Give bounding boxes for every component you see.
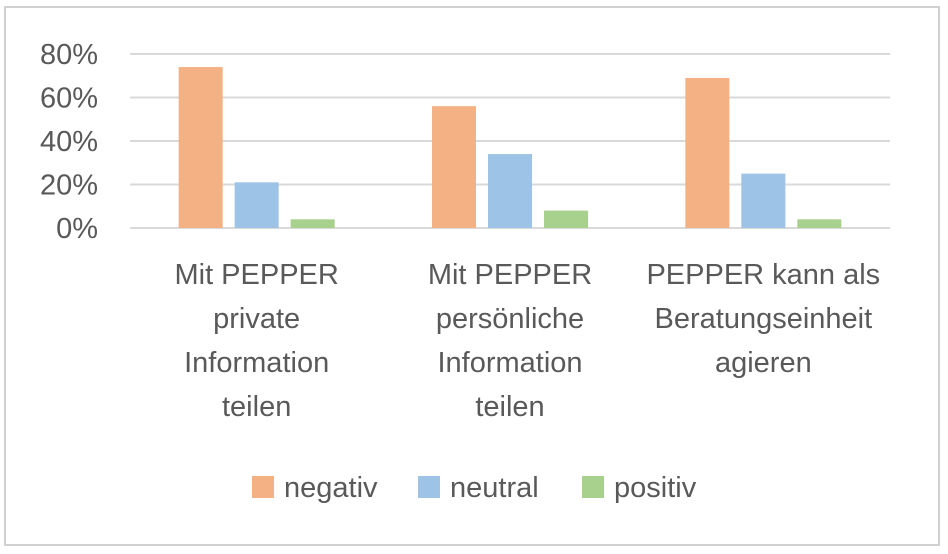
bars xyxy=(178,67,842,228)
y-tick-label: 20% xyxy=(40,170,98,202)
category-label: Mit PEPPER persönliche Information teilen xyxy=(428,259,592,423)
legend-label-positiv: positiv xyxy=(614,472,697,504)
bar-neutral xyxy=(234,182,279,228)
bar-negativ xyxy=(432,106,476,228)
bar-neutral xyxy=(741,173,786,228)
bar-negativ xyxy=(178,67,223,228)
bar-positiv xyxy=(290,219,335,228)
y-axis-ticks: 0% 20% 40% 60% 80% xyxy=(40,39,98,245)
category-label: Mit PEPPER private Information teilen xyxy=(174,259,338,423)
y-tick-label: 80% xyxy=(40,39,98,71)
chart-frame xyxy=(4,6,940,546)
legend-swatch-neutral xyxy=(418,476,440,498)
y-tick-label: 0% xyxy=(56,213,98,245)
bar-positiv xyxy=(544,210,588,228)
legend-swatch-positiv xyxy=(582,476,604,498)
category-label: PEPPER kann als Beratungseinheit agieren xyxy=(646,259,880,379)
y-tick-label: 60% xyxy=(40,83,98,115)
legend: negativ neutral positiv xyxy=(252,472,697,504)
bar-neutral xyxy=(488,154,532,228)
legend-label-neutral: neutral xyxy=(450,472,539,504)
y-tick-label: 40% xyxy=(40,126,98,158)
bar-positiv xyxy=(797,219,842,228)
category-labels: Mit PEPPER private Information teilen Mit PE… xyxy=(174,259,880,423)
legend-swatch-negativ xyxy=(252,476,274,498)
legend-label-negativ: negativ xyxy=(284,472,378,504)
bar-negativ xyxy=(685,77,730,228)
